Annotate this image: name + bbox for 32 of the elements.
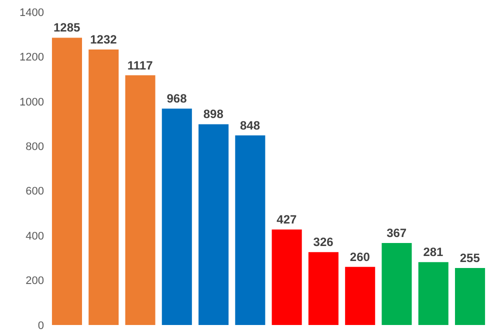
bar xyxy=(162,108,192,325)
y-tick-label: 600 xyxy=(26,186,44,198)
data-label: 326 xyxy=(313,235,334,250)
bar xyxy=(418,262,448,325)
bar xyxy=(272,230,302,325)
data-label: 1232 xyxy=(90,32,118,47)
bar xyxy=(88,50,119,325)
data-label: 1117 xyxy=(127,58,154,72)
data-label: 255 xyxy=(460,250,480,265)
y-tick-label: 400 xyxy=(26,230,44,242)
y-tick-label: 200 xyxy=(26,275,44,288)
y-tick-label: 800 xyxy=(26,140,44,153)
bar xyxy=(454,268,486,325)
bar xyxy=(235,135,266,325)
data-label: 898 xyxy=(203,107,224,122)
data-label: 427 xyxy=(276,212,297,227)
data-label: 367 xyxy=(386,226,407,240)
data-label: 848 xyxy=(240,118,260,132)
bar xyxy=(52,38,82,325)
data-label: 968 xyxy=(166,92,188,106)
bar xyxy=(308,252,338,325)
y-tick-label: 0 xyxy=(38,320,44,332)
data-label: 281 xyxy=(423,245,444,260)
bar xyxy=(345,266,376,325)
data-label: 260 xyxy=(350,250,370,264)
bar xyxy=(198,124,229,325)
y-tick-label: 1400 xyxy=(20,6,44,19)
data-label: 1285 xyxy=(53,20,80,35)
bar xyxy=(125,75,156,325)
y-tick-label: 1200 xyxy=(20,52,44,64)
bar xyxy=(382,242,412,325)
y-tick-label: 1000 xyxy=(20,96,44,108)
